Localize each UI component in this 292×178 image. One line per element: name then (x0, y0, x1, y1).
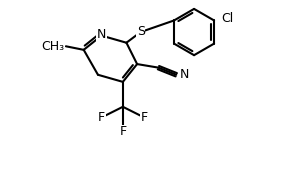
Text: F: F (98, 111, 105, 124)
Text: N: N (97, 28, 106, 41)
Text: CH₃: CH₃ (41, 40, 64, 53)
Text: S: S (137, 25, 145, 38)
Text: Cl: Cl (221, 12, 234, 25)
Text: N: N (180, 68, 189, 81)
Text: F: F (141, 111, 148, 124)
Text: F: F (119, 125, 126, 138)
